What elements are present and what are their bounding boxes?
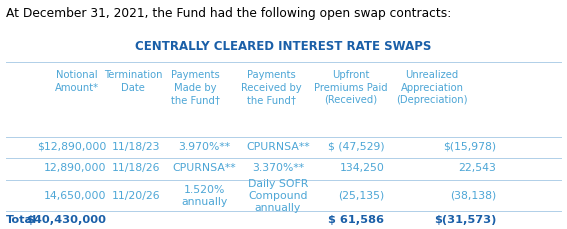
Text: Unrealized
Appreciation
(Depreciation): Unrealized Appreciation (Depreciation) (396, 70, 468, 104)
Text: Daily SOFR
Compound
annually: Daily SOFR Compound annually (248, 179, 308, 212)
Text: Payments
Made by
the Fund†: Payments Made by the Fund† (171, 70, 220, 104)
Text: CENTRALLY CLEARED INTEREST RATE SWAPS: CENTRALLY CLEARED INTEREST RATE SWAPS (136, 40, 431, 53)
Text: 11/18/23: 11/18/23 (112, 141, 160, 151)
Text: Notional
Amount*: Notional Amount* (54, 70, 99, 92)
Text: CPURNSA**: CPURNSA** (172, 163, 236, 173)
Text: $40,430,000: $40,430,000 (27, 214, 107, 224)
Text: (25,135): (25,135) (338, 190, 384, 200)
Text: Termination
Date: Termination Date (104, 70, 163, 92)
Text: 11/18/26: 11/18/26 (112, 163, 160, 173)
Text: 134,250: 134,250 (340, 163, 384, 173)
Text: Total: Total (6, 214, 37, 224)
Text: 14,650,000: 14,650,000 (44, 190, 107, 200)
Text: $ 61,586: $ 61,586 (328, 214, 384, 224)
Text: $(15,978): $(15,978) (443, 141, 496, 151)
Text: 11/20/26: 11/20/26 (112, 190, 160, 200)
Text: 1.520%
annually: 1.520% annually (181, 184, 227, 206)
Text: 22,543: 22,543 (458, 163, 496, 173)
Text: At December 31, 2021, the Fund had the following open swap contracts:: At December 31, 2021, the Fund had the f… (6, 7, 451, 20)
Text: (38,138): (38,138) (450, 190, 496, 200)
Text: Payments
Received by
the Fund†: Payments Received by the Fund† (241, 70, 301, 104)
Text: $(31,573): $(31,573) (434, 214, 496, 224)
Text: 3.370%**: 3.370%** (252, 163, 304, 173)
Text: $ (47,529): $ (47,529) (328, 141, 384, 151)
Text: Upfront
Premiums Paid
(Received): Upfront Premiums Paid (Received) (314, 70, 387, 104)
Text: CPURNSA**: CPURNSA** (246, 141, 310, 151)
Text: 3.970%**: 3.970%** (178, 141, 230, 151)
Text: 12,890,000: 12,890,000 (44, 163, 107, 173)
Text: $12,890,000: $12,890,000 (37, 141, 107, 151)
